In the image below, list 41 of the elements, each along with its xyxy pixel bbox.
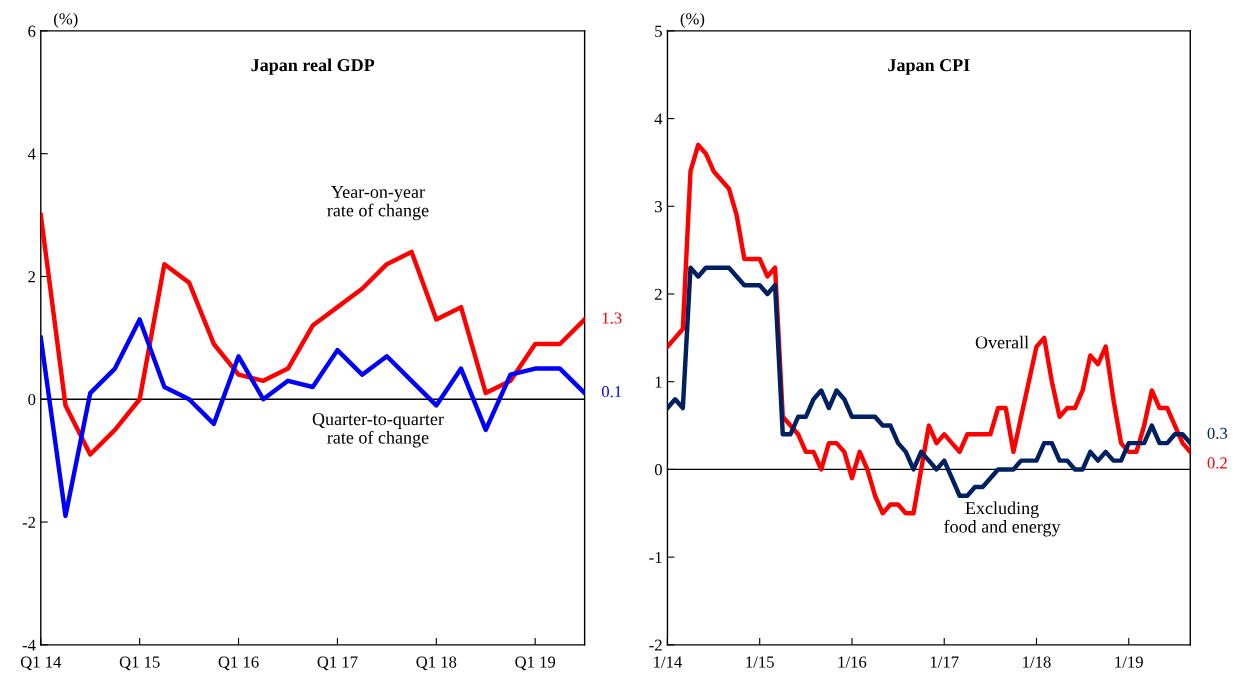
series-label: Year-on-year rate of change	[327, 185, 429, 221]
x-tick-label: 1/15	[746, 656, 774, 668]
text: Japan real GDP	[251, 58, 375, 75]
y-tick-label: 2	[28, 271, 36, 283]
line-series	[667, 265, 1191, 498]
y-tick-label: -2	[649, 639, 662, 651]
y-tick-label: -4	[22, 639, 36, 651]
data-label: 0.2	[1207, 457, 1227, 469]
y-axis-title: (%)	[54, 12, 78, 28]
y-tick-label: 3	[655, 201, 662, 213]
y-tick-label: 0	[28, 393, 36, 406]
y-tick-label: 4	[654, 113, 663, 125]
x-tick-label: Q1 17	[317, 656, 358, 671]
x-tick-label: 1/14	[654, 656, 682, 668]
line-series	[667, 142, 1191, 516]
y-axis-title: (%)	[680, 12, 705, 28]
data-label: 0.1	[601, 386, 622, 398]
x-tick-label: Q1 19	[515, 656, 556, 671]
data-label: 0.3	[1207, 427, 1228, 440]
x-tick-label: 1/18	[1023, 656, 1051, 668]
y-tick-label: 4	[27, 148, 36, 160]
data-label: 1.3	[602, 312, 622, 324]
x-tick-label: Q1 14	[20, 656, 62, 671]
y-tick-label: 0	[654, 464, 662, 476]
x-tick-label: Q1 15	[119, 656, 160, 671]
y-tick-label: 1	[655, 376, 662, 388]
y-tick-label: 2	[654, 288, 662, 300]
x-tick-label: 1/16	[838, 656, 867, 668]
y-tick-label: -1	[649, 551, 662, 563]
x-tick-label: 1/19	[1115, 656, 1143, 668]
x-tick-label: Q1 16	[218, 656, 259, 671]
text: Japan CPI	[888, 59, 970, 75]
line-series	[40, 317, 585, 519]
y-tick-label: 5	[655, 25, 662, 37]
series-label: Overall	[975, 335, 1029, 349]
y-tick-label: 6	[28, 25, 36, 37]
y-tick-label: -2	[22, 516, 36, 528]
x-tick-label: Q1 18	[416, 656, 457, 671]
series-label: Quarter-to-quarter rate of change	[312, 413, 444, 448]
x-tick-label: 1/17	[930, 656, 959, 668]
series-label: Excluding food and energy	[944, 501, 1061, 537]
